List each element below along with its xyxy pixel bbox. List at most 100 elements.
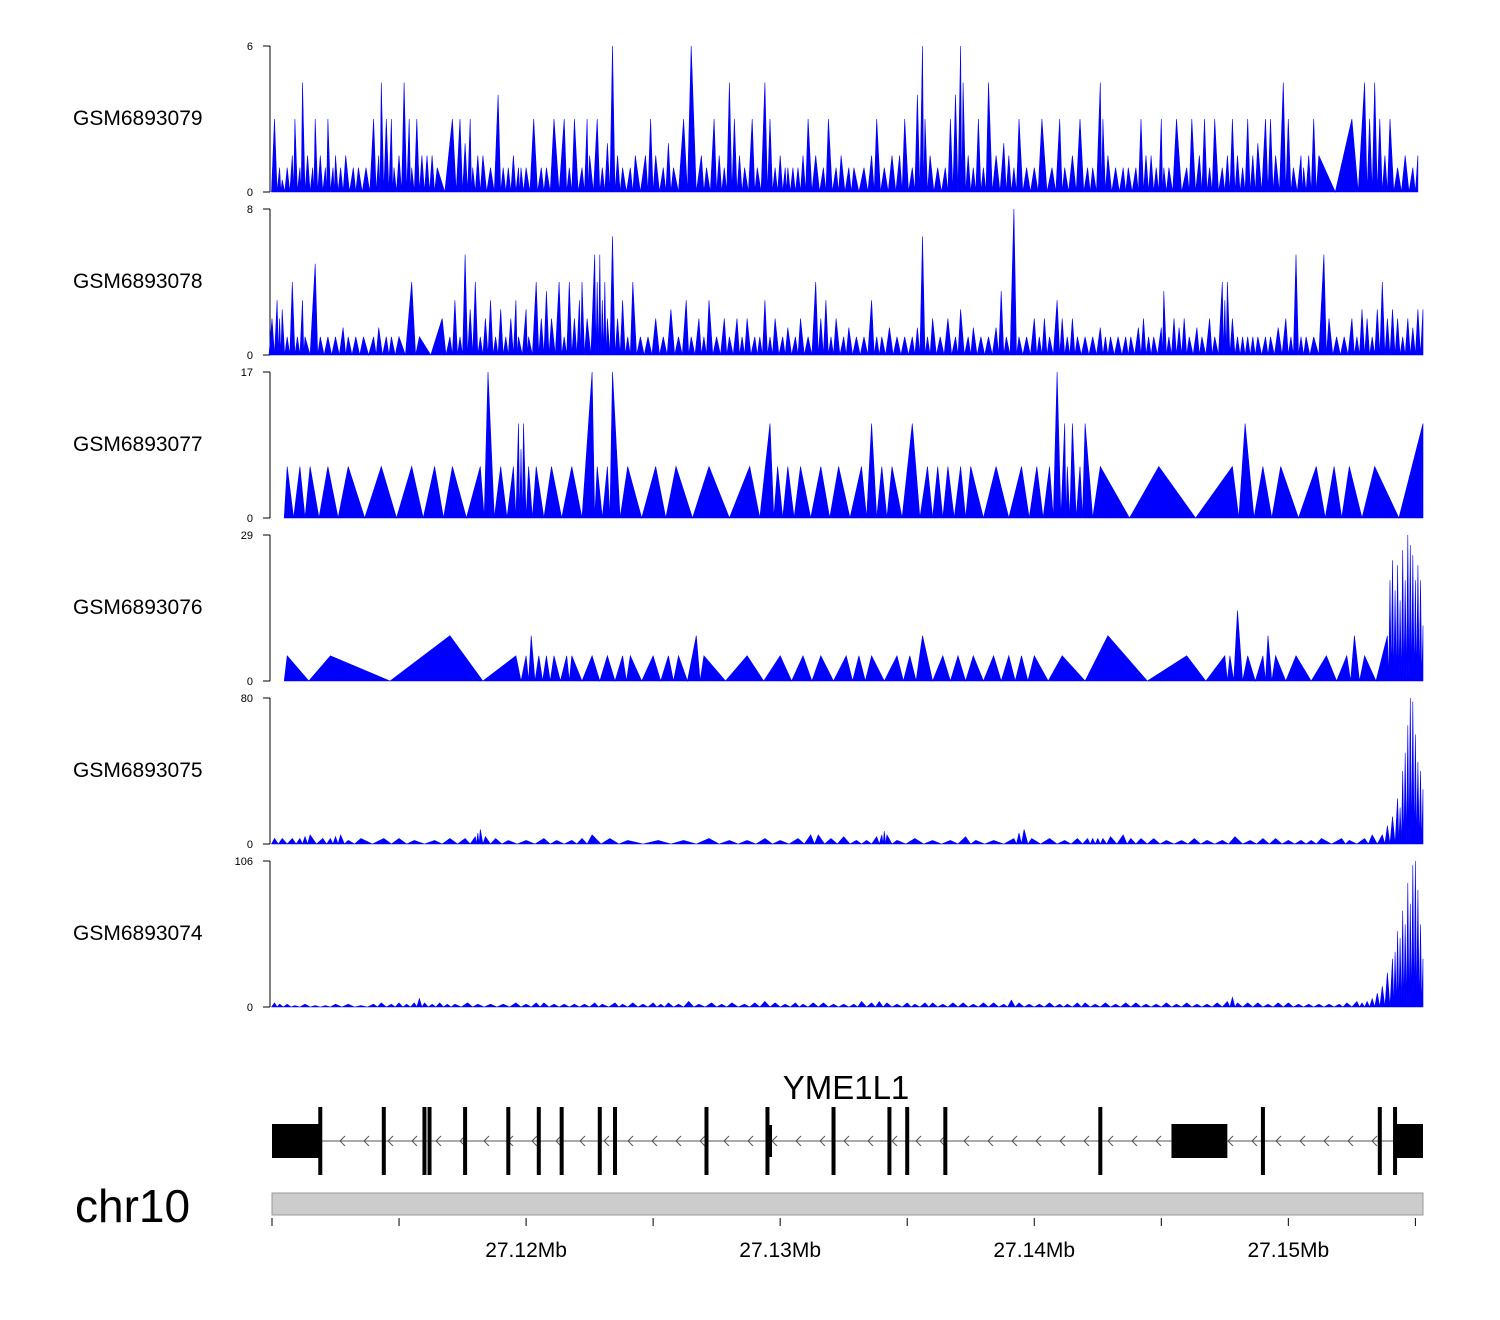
strand-arrow — [339, 1135, 346, 1147]
y-tick-label-max: 8 — [247, 204, 253, 216]
exon — [463, 1107, 468, 1175]
strand-arrow — [987, 1135, 994, 1147]
track-label: GSM6893075 — [73, 759, 203, 782]
strand-arrow — [1059, 1135, 1066, 1147]
chromosome-label: chr10 — [75, 1180, 190, 1232]
strand-arrow — [915, 1135, 922, 1147]
x-tick-label: 27.12Mb — [485, 1239, 567, 1262]
exon — [427, 1107, 432, 1175]
track-gsm6893075: GSM6893075 80 0 — [73, 693, 1424, 851]
y-tick-label-max: 29 — [241, 530, 253, 542]
track-gsm6893077: GSM6893077 17 0 — [73, 367, 1424, 525]
track-gsm6893076: GSM6893076 29 0 — [73, 530, 1424, 688]
exon — [905, 1107, 910, 1175]
strand-arrow — [1131, 1135, 1138, 1147]
track-label: GSM6893078 — [73, 270, 203, 293]
y-tick-label-min: 0 — [247, 513, 253, 525]
strand-arrow — [603, 1135, 610, 1147]
strand-arrow — [1323, 1135, 1330, 1147]
strand-arrow — [531, 1135, 538, 1147]
strand-arrow — [1011, 1135, 1018, 1147]
strand-arrow — [1275, 1135, 1282, 1147]
strand-arrow — [1107, 1135, 1114, 1147]
strand-arrow — [819, 1135, 826, 1147]
exon — [613, 1107, 618, 1175]
track-label: GSM6893077 — [73, 433, 203, 456]
strand-arrow — [483, 1135, 490, 1147]
strand-arrow — [747, 1135, 754, 1147]
y-tick-label-min: 0 — [247, 350, 253, 362]
track-label: GSM6893074 — [73, 922, 203, 945]
coverage-area — [270, 697, 1424, 846]
x-axis: 27.12Mb 27.13Mb 27.14Mb 27.15Mb — [271, 1218, 1416, 1262]
strand-arrow — [963, 1135, 970, 1147]
strand-arrow — [843, 1135, 850, 1147]
strand-arrow — [1155, 1135, 1162, 1147]
utr-block — [1395, 1124, 1423, 1158]
y-tick-label-min: 0 — [247, 676, 253, 688]
strand-arrow — [891, 1135, 898, 1147]
strand-arrow — [867, 1135, 874, 1147]
strand-arrow — [1083, 1135, 1090, 1147]
track-gsm6893079: GSM6893079 6 0 — [73, 41, 1419, 199]
y-tick-label-min: 0 — [247, 1002, 253, 1014]
y-tick-label-min: 0 — [247, 187, 253, 199]
exon — [765, 1107, 770, 1175]
x-tick-label: 27.13Mb — [739, 1239, 821, 1262]
strand-arrow — [1227, 1135, 1234, 1147]
utr-block — [1171, 1124, 1228, 1158]
coverage-area — [268, 208, 1424, 357]
exon — [506, 1107, 511, 1175]
gene-track: YME1L1 — [272, 1069, 1423, 1175]
exon — [559, 1107, 564, 1175]
strand-arrow — [1299, 1135, 1306, 1147]
exon — [536, 1107, 541, 1175]
strand-arrow — [675, 1135, 682, 1147]
strand-arrow — [1371, 1135, 1378, 1147]
strand-arrow — [1035, 1135, 1042, 1147]
track-gsm6893078: GSM6893078 8 0 — [73, 204, 1424, 362]
y-tick-label-max: 106 — [235, 856, 253, 868]
coverage-tracks: GSM689307960GSM689307880GSM6893077170GSM… — [73, 41, 1424, 1014]
exon — [318, 1107, 323, 1175]
strand-arrow — [723, 1135, 730, 1147]
exon — [381, 1107, 386, 1175]
strand-arrow — [795, 1135, 802, 1147]
x-tick-label: 27.14Mb — [993, 1239, 1075, 1262]
gene-name-label: YME1L1 — [783, 1069, 910, 1106]
track-label: GSM6893076 — [73, 596, 203, 619]
track-label: GSM6893079 — [73, 107, 203, 130]
y-tick-label-max: 6 — [247, 41, 253, 53]
coverage-area — [283, 534, 1424, 683]
strand-arrow — [555, 1135, 562, 1147]
utr-block — [272, 1124, 321, 1158]
y-tick-label-max: 17 — [241, 367, 253, 379]
exon — [597, 1107, 602, 1175]
exon — [1098, 1107, 1103, 1175]
y-tick-label-min: 0 — [247, 839, 253, 851]
strand-arrow — [651, 1135, 658, 1147]
strand-arrow — [1251, 1135, 1258, 1147]
exon — [943, 1107, 948, 1175]
strand-arrow — [699, 1135, 706, 1147]
coverage-area — [283, 371, 1424, 520]
strand-arrow — [627, 1135, 634, 1147]
exon-small — [768, 1125, 773, 1157]
strand-arrow — [435, 1135, 442, 1147]
exon — [1377, 1107, 1382, 1175]
exon — [1393, 1107, 1398, 1175]
exon — [422, 1107, 427, 1175]
exon — [831, 1107, 836, 1175]
chromosome-bar — [271, 1192, 1424, 1216]
track-gsm6893074: GSM6893074 106 0 — [73, 856, 1424, 1014]
x-tick-label: 27.15Mb — [1247, 1239, 1329, 1262]
exon — [887, 1107, 892, 1175]
exon — [1260, 1107, 1265, 1175]
strand-arrow — [411, 1135, 418, 1147]
strand-arrow — [1347, 1135, 1354, 1147]
exon — [704, 1107, 709, 1175]
strand-arrow — [387, 1135, 394, 1147]
strand-arrow — [363, 1135, 370, 1147]
coverage-area — [270, 860, 1424, 1008]
